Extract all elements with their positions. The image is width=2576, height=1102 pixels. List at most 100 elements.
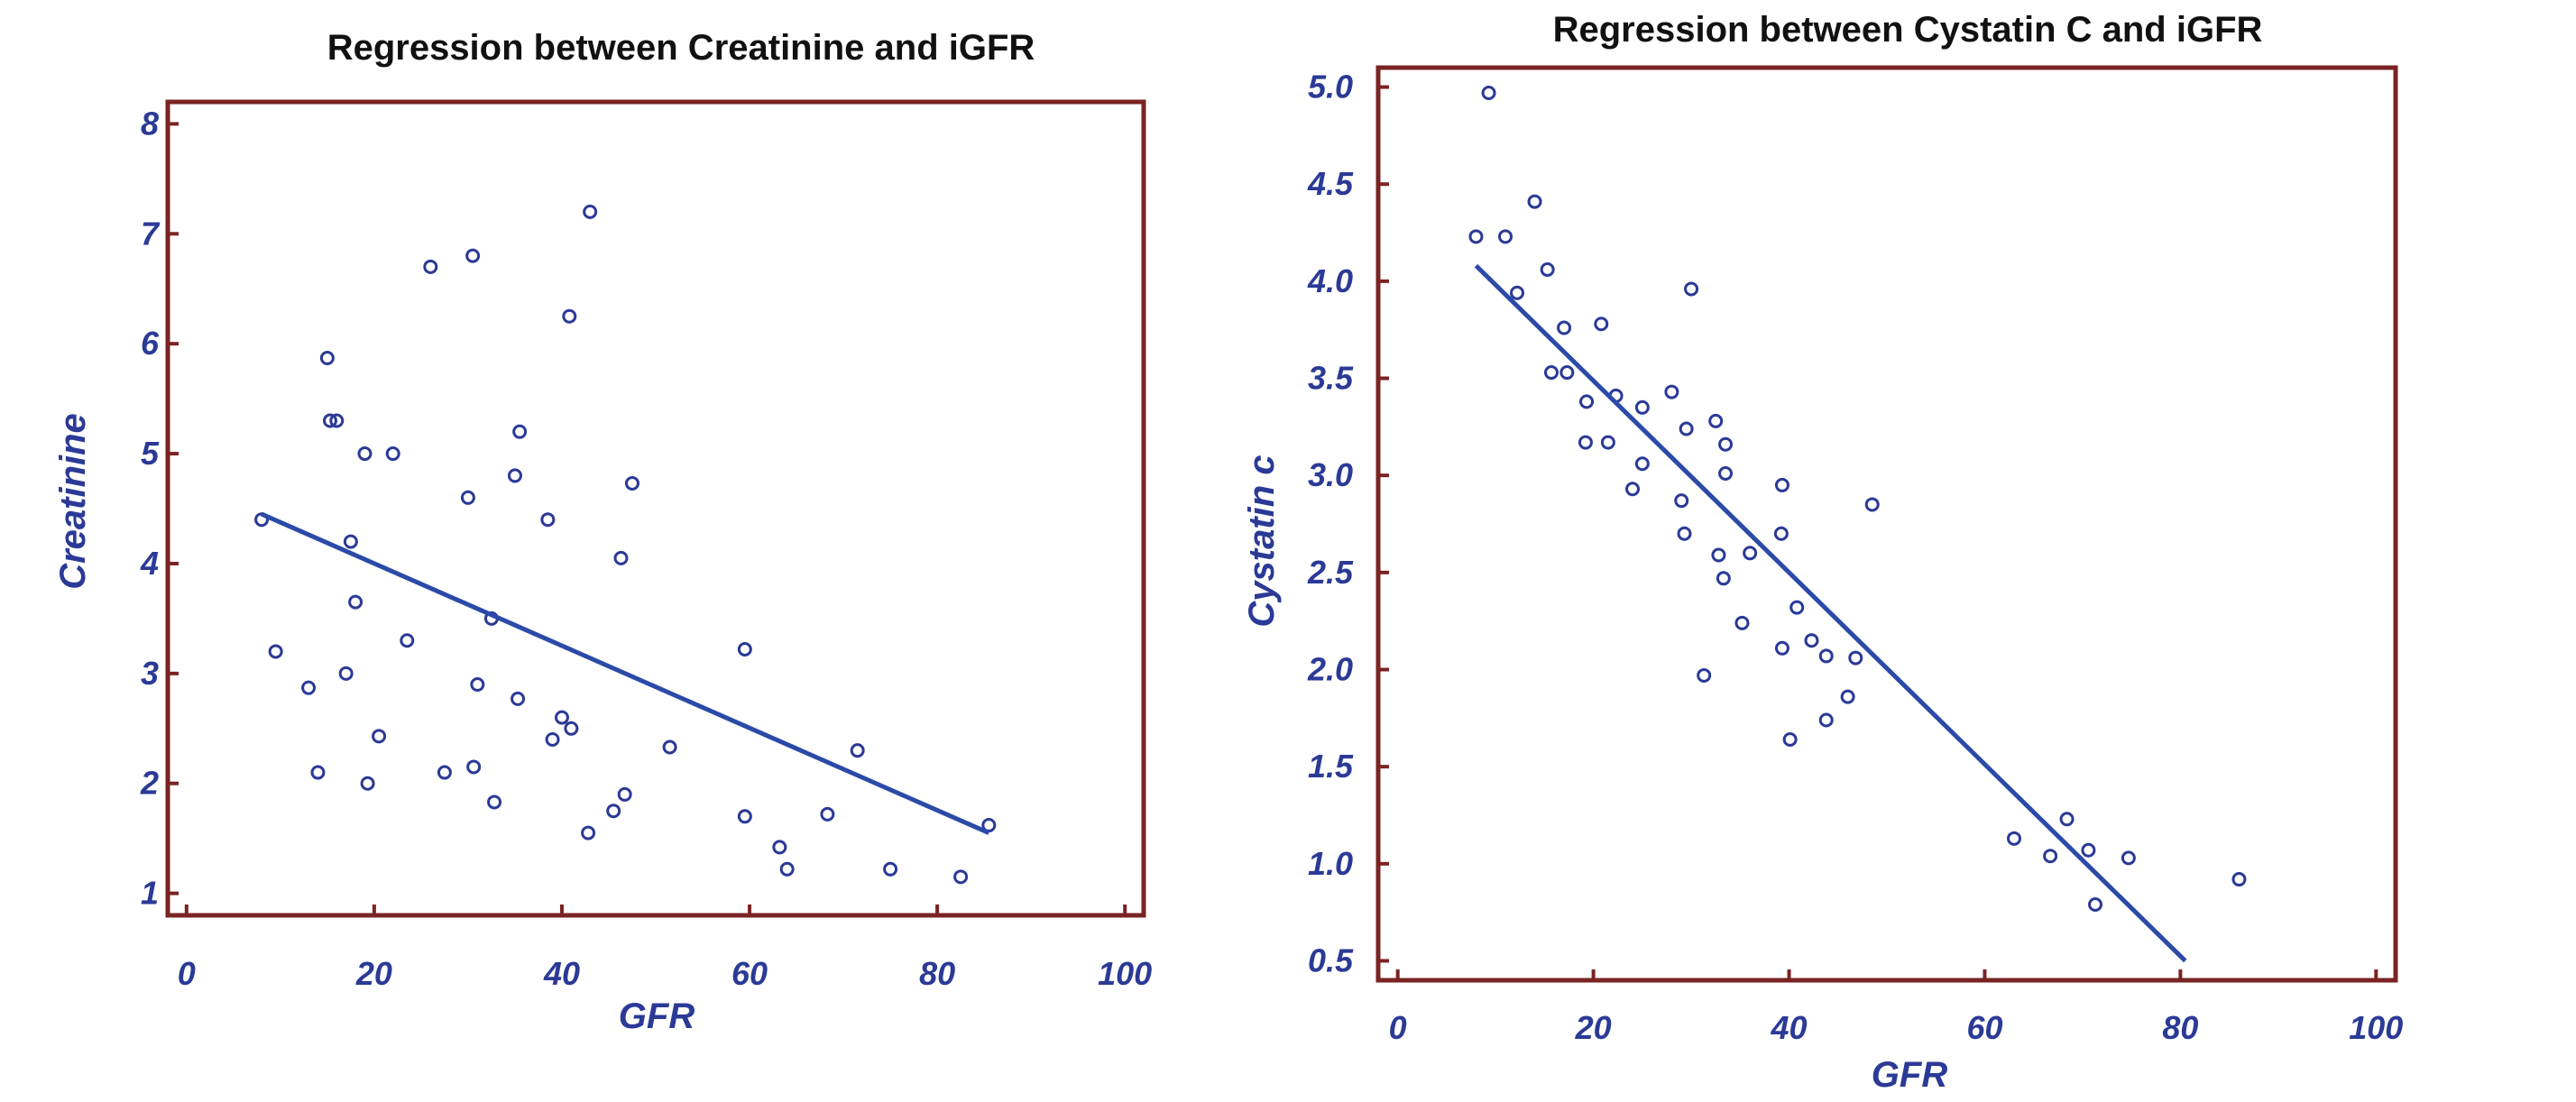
cystatin-data-point	[1468, 229, 1484, 244]
cystatin-data-point	[1697, 667, 1712, 683]
creatinine-data-point	[820, 806, 835, 822]
cystatin-data-point	[1711, 547, 1726, 563]
creatinine-y-tick-label: 3	[141, 655, 159, 692]
creatinine-x-ticks: 0 20 40 60 80 100	[178, 905, 1152, 992]
cystatin-data-point	[1634, 456, 1650, 472]
creatinine-data-point	[322, 413, 337, 428]
cystatin-y-tick-label: 2.0	[1307, 650, 1353, 687]
creatinine-data-point	[319, 351, 335, 366]
creatinine-data-point	[511, 691, 526, 706]
cystatin-data-point	[1718, 466, 1734, 482]
creatinine-data-point	[465, 248, 481, 263]
cystatin-x-tick-label: 0	[1389, 1009, 1407, 1046]
cystatin-data-point	[1789, 600, 1805, 615]
cystatin-data-point	[1677, 526, 1692, 541]
cystatin-data-point	[1734, 615, 1750, 630]
cystatin-data-point	[1743, 546, 1758, 561]
creatinine-data-point	[545, 731, 560, 747]
creatinine-data-point	[613, 550, 629, 565]
cystatin-y-tick-label: 4.5	[1307, 165, 1354, 202]
cystatin-points	[1468, 85, 2247, 913]
cystatin-y-tick-label: 3.0	[1308, 456, 1353, 493]
creatinine-data-point	[357, 446, 373, 462]
cystatin-data-point	[1498, 229, 1513, 244]
cystatin-y-tick-label: 1.5	[1308, 748, 1354, 785]
cystatin-y-tick-label: 4.0	[1307, 262, 1353, 299]
cystatin-chart: Regression between Cystatin C and iGFR 0…	[1242, 10, 2403, 1095]
creatinine-data-point	[470, 677, 485, 693]
creatinine-chart: Regression between Creatinine and iGFR 1…	[53, 28, 1152, 1036]
creatinine-data-point	[617, 786, 632, 802]
cystatin-data-point	[1664, 384, 1679, 399]
cystatin-data-point	[1579, 394, 1595, 409]
cystatin-y-axis-label: Cystatin c	[1242, 455, 1282, 627]
cystatin-data-point	[1782, 732, 1798, 748]
cystatin-y-tick-label: 2.5	[1307, 554, 1354, 591]
creatinine-data-point	[953, 869, 969, 885]
creatinine-data-point	[460, 490, 475, 505]
creatinine-data-point	[772, 840, 787, 855]
creatinine-data-point	[372, 729, 387, 744]
cystatin-data-point	[1708, 413, 1724, 428]
cystatin-data-point	[1634, 399, 1650, 415]
cystatin-data-point	[1684, 281, 1699, 297]
creatinine-data-point	[360, 776, 375, 791]
cystatin-data-point	[1804, 633, 1819, 648]
cystatin-data-point	[1594, 317, 1609, 332]
cystatin-data-point	[1773, 526, 1789, 541]
creatinine-data-point	[507, 468, 522, 483]
creatinine-data-point	[338, 666, 354, 681]
creatinine-x-axis-label: GFR	[619, 996, 695, 1036]
creatinine-data-point	[329, 413, 345, 428]
cystatin-x-tick-label: 20	[1575, 1009, 1612, 1046]
cystatin-data-point	[1559, 365, 1575, 381]
cystatin-data-point	[1543, 365, 1559, 381]
creatinine-data-point	[301, 680, 317, 695]
creatinine-x-tick-label: 80	[919, 955, 955, 992]
cystatin-data-point	[1848, 650, 1863, 666]
cystatin-data-point	[1540, 262, 1555, 277]
creatinine-data-point	[385, 446, 400, 462]
creatinine-y-tick-label: 2	[140, 765, 159, 802]
creatinine-data-point	[343, 534, 358, 549]
creatinine-data-point	[564, 721, 579, 736]
cystatin-plot-frame	[1375, 65, 2398, 983]
creatinine-y-tick-label: 6	[141, 325, 160, 362]
creatinine-data-point	[581, 825, 596, 840]
creatinine-x-tick-label: 20	[355, 955, 392, 992]
cystatin-y-tick-label: 1.0	[1308, 845, 1353, 882]
cystatin-y-tick-label: 5.0	[1308, 69, 1353, 106]
creatinine-y-tick-label: 4	[140, 545, 159, 582]
cystatin-data-point	[2043, 849, 2058, 864]
creatinine-x-tick-label: 100	[1098, 955, 1152, 992]
cystatin-data-point	[1600, 435, 1615, 450]
cystatin-data-point	[1818, 712, 1834, 728]
creatinine-y-tick-label: 7	[141, 215, 161, 252]
creatinine-points	[254, 204, 997, 885]
cystatin-regression-line	[1474, 263, 2187, 963]
cystatin-data-point	[2231, 872, 2247, 887]
cystatin-x-tick-label: 60	[1966, 1009, 2002, 1046]
creatinine-y-tick-label: 1	[141, 875, 159, 912]
cystatin-data-point	[1679, 421, 1694, 436]
cystatin-data-point	[1818, 648, 1834, 664]
creatinine-x-tick-label: 40	[543, 955, 580, 992]
creatinine-x-tick-label: 60	[731, 955, 768, 992]
cystatin-data-point	[2121, 850, 2136, 866]
creatinine-plot-frame	[165, 99, 1146, 918]
creatinine-regression-line	[261, 511, 990, 835]
cystatin-data-point	[1481, 85, 1496, 100]
cystatin-data-point	[2059, 812, 2075, 827]
creatinine-data-point	[737, 642, 752, 657]
creatinine-data-point	[737, 809, 752, 824]
cystatin-data-point	[2081, 842, 2096, 858]
creatinine-chart-title: Regression between Creatinine and iGFR	[327, 28, 1035, 68]
cystatin-x-tick-label: 100	[2349, 1009, 2403, 1046]
creatinine-x-tick-label: 0	[178, 955, 196, 992]
cystatin-data-point	[1716, 571, 1731, 586]
cystatin-x-ticks: 0 20 40 60 80 100	[1389, 969, 2403, 1046]
creatinine-data-point	[850, 743, 865, 758]
cystatin-data-point	[1625, 482, 1640, 497]
